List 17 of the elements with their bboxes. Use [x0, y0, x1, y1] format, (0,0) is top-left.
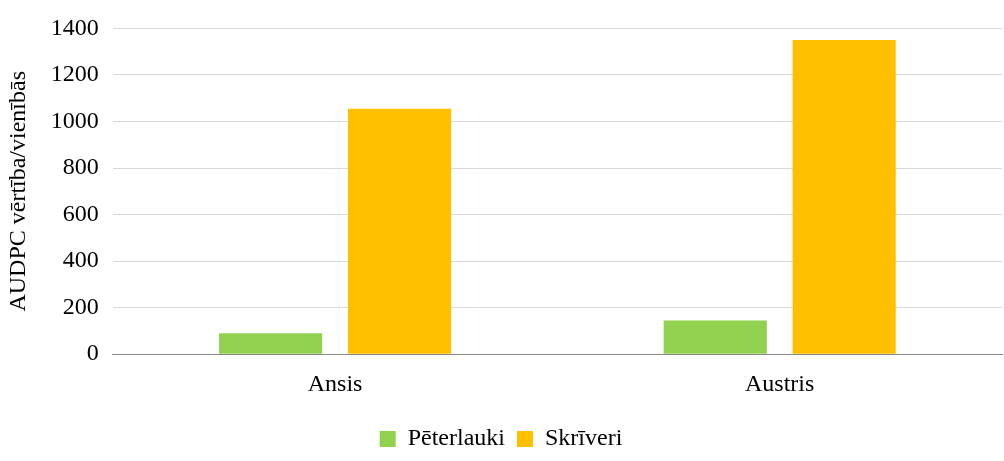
y-tick-label: 600 [62, 199, 99, 226]
y-tick-label: 800 [62, 153, 99, 180]
y-tick-label: 1200 [50, 60, 99, 87]
y-tick-label: 1000 [50, 106, 99, 133]
y-tick-label: 0 [86, 339, 99, 366]
x-tick-label: Ansis [307, 369, 363, 396]
bar [663, 320, 767, 354]
y-tick-label: 400 [62, 246, 99, 273]
bar [219, 333, 323, 354]
y-tick-label: 1400 [50, 13, 99, 40]
bar [347, 108, 452, 354]
y-tick-label: 200 [62, 292, 99, 319]
legend-label: Pēterlauki [407, 424, 506, 451]
x-tick-label: Austris [745, 369, 815, 396]
y-axis-title: AUDPC vērtība/vienībās [3, 70, 30, 312]
bar [792, 40, 896, 354]
legend-label: Skrīveri [544, 424, 623, 451]
